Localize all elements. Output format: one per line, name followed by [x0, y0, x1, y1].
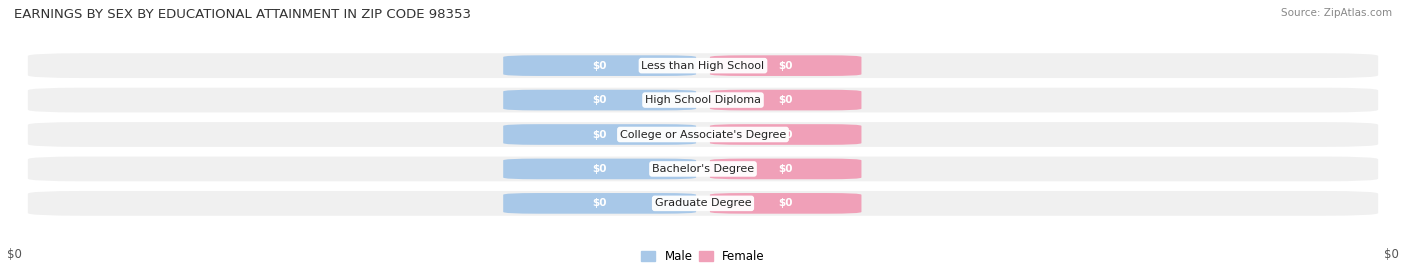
Text: $0: $0 [592, 198, 607, 208]
FancyBboxPatch shape [710, 124, 862, 145]
Text: Bachelor's Degree: Bachelor's Degree [652, 164, 754, 174]
FancyBboxPatch shape [710, 193, 862, 214]
FancyBboxPatch shape [503, 124, 696, 145]
FancyBboxPatch shape [503, 55, 696, 76]
Text: College or Associate's Degree: College or Associate's Degree [620, 129, 786, 140]
FancyBboxPatch shape [503, 193, 696, 214]
Legend: Male, Female: Male, Female [641, 250, 765, 263]
Text: $0: $0 [592, 95, 607, 105]
Text: $0: $0 [779, 61, 793, 71]
Text: $0: $0 [779, 198, 793, 208]
FancyBboxPatch shape [28, 157, 1378, 181]
Text: $0: $0 [779, 164, 793, 174]
FancyBboxPatch shape [710, 159, 862, 179]
Text: EARNINGS BY SEX BY EDUCATIONAL ATTAINMENT IN ZIP CODE 98353: EARNINGS BY SEX BY EDUCATIONAL ATTAINMEN… [14, 8, 471, 21]
FancyBboxPatch shape [28, 53, 1378, 78]
FancyBboxPatch shape [28, 191, 1378, 216]
FancyBboxPatch shape [710, 90, 862, 110]
Text: High School Diploma: High School Diploma [645, 95, 761, 105]
FancyBboxPatch shape [28, 122, 1378, 147]
FancyBboxPatch shape [503, 90, 696, 110]
FancyBboxPatch shape [710, 55, 862, 76]
Text: $0: $0 [1384, 248, 1399, 261]
Text: Graduate Degree: Graduate Degree [655, 198, 751, 208]
Text: $0: $0 [592, 164, 607, 174]
Text: $0: $0 [592, 129, 607, 140]
Text: $0: $0 [592, 61, 607, 71]
Text: $0: $0 [7, 248, 22, 261]
Text: $0: $0 [779, 129, 793, 140]
Text: $0: $0 [779, 95, 793, 105]
FancyBboxPatch shape [28, 88, 1378, 112]
Text: Less than High School: Less than High School [641, 61, 765, 71]
Text: Source: ZipAtlas.com: Source: ZipAtlas.com [1281, 8, 1392, 18]
FancyBboxPatch shape [503, 159, 696, 179]
